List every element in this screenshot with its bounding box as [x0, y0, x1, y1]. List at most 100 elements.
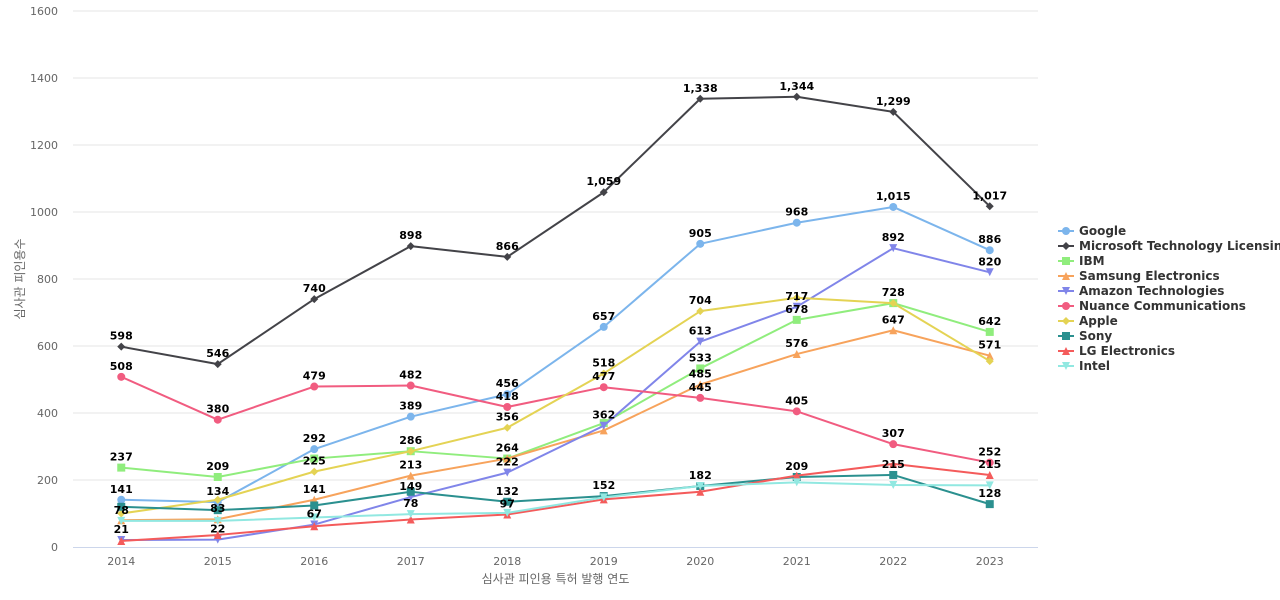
data-point[interactable] — [213, 415, 222, 424]
data-point[interactable] — [503, 390, 512, 399]
data-point[interactable] — [889, 481, 898, 490]
legend-item[interactable]: Sony — [1058, 329, 1112, 343]
data-point[interactable] — [117, 516, 126, 525]
legend-marker[interactable] — [1062, 302, 1070, 310]
legend-marker[interactable] — [1062, 242, 1070, 250]
data-point[interactable] — [889, 470, 898, 479]
legend-marker[interactable] — [1062, 362, 1070, 370]
series-line[interactable] — [120, 329, 991, 522]
data-point[interactable] — [792, 293, 801, 302]
data-point[interactable] — [406, 412, 415, 421]
data-point[interactable] — [406, 447, 415, 456]
data-point[interactable] — [503, 468, 512, 477]
data-point[interactable] — [117, 495, 126, 504]
data-point[interactable] — [213, 495, 222, 504]
data-point[interactable] — [310, 522, 319, 531]
data-point[interactable] — [985, 481, 994, 490]
data-point[interactable] — [696, 487, 705, 496]
legend-item[interactable]: IBM — [1058, 254, 1105, 268]
data-point[interactable] — [696, 393, 705, 402]
series-line[interactable] — [120, 95, 991, 366]
data-point[interactable] — [599, 421, 608, 430]
series-line[interactable] — [120, 481, 991, 522]
data-point[interactable] — [792, 92, 801, 101]
legend-marker[interactable] — [1062, 227, 1070, 235]
data-point[interactable] — [792, 471, 801, 480]
legend-item[interactable]: Amazon Technologies — [1058, 284, 1224, 298]
data-point[interactable] — [310, 382, 319, 391]
data-point[interactable] — [985, 357, 994, 366]
data-point[interactable] — [889, 459, 898, 468]
data-point[interactable] — [889, 440, 898, 449]
data-point[interactable] — [792, 315, 801, 324]
data-point[interactable] — [599, 369, 608, 378]
data-point[interactable] — [503, 497, 512, 506]
legend-item[interactable]: Google — [1058, 224, 1126, 238]
series-line[interactable] — [120, 205, 991, 504]
legend-item[interactable]: Samsung Electronics — [1058, 269, 1220, 283]
data-point[interactable] — [213, 472, 222, 481]
data-point[interactable] — [696, 239, 705, 248]
data-point[interactable] — [117, 342, 126, 351]
data-point[interactable] — [985, 246, 994, 255]
data-point[interactable] — [599, 426, 608, 435]
data-point[interactable] — [599, 383, 608, 392]
data-point[interactable] — [696, 364, 705, 373]
data-point[interactable] — [696, 380, 705, 389]
legend-marker[interactable] — [1062, 257, 1070, 265]
series-line[interactable] — [120, 247, 991, 541]
data-point[interactable] — [503, 252, 512, 261]
data-point[interactable] — [985, 351, 994, 360]
data-point[interactable] — [696, 482, 705, 491]
data-point[interactable] — [792, 478, 801, 487]
data-point[interactable] — [117, 372, 126, 381]
data-point[interactable] — [503, 508, 512, 517]
legend-marker[interactable] — [1062, 347, 1070, 355]
legend-item[interactable]: LG Electronics — [1058, 344, 1175, 358]
data-point[interactable] — [985, 327, 994, 336]
data-point[interactable] — [310, 454, 319, 463]
data-point[interactable] — [696, 307, 705, 316]
data-point[interactable] — [985, 268, 994, 277]
data-point[interactable] — [503, 402, 512, 411]
series-line[interactable] — [120, 375, 991, 464]
series-line[interactable] — [120, 462, 991, 542]
legend-marker[interactable] — [1062, 287, 1070, 295]
data-point[interactable] — [310, 467, 319, 476]
data-point[interactable] — [213, 360, 222, 369]
data-point[interactable] — [599, 493, 608, 502]
legend-item[interactable]: Nuance Communications — [1058, 299, 1246, 313]
data-point[interactable] — [792, 350, 801, 359]
data-point[interactable] — [792, 302, 801, 311]
data-point[interactable] — [213, 516, 222, 525]
data-point[interactable] — [503, 454, 512, 463]
legend-item[interactable]: Apple — [1058, 314, 1118, 328]
data-point[interactable] — [889, 326, 898, 335]
data-point[interactable] — [406, 471, 415, 480]
data-point[interactable] — [599, 322, 608, 331]
data-point[interactable] — [117, 536, 126, 545]
data-point[interactable] — [985, 470, 994, 479]
data-point[interactable] — [117, 509, 126, 518]
data-point[interactable] — [310, 501, 319, 510]
legend-marker[interactable] — [1062, 317, 1070, 325]
data-point[interactable] — [406, 242, 415, 251]
data-point[interactable] — [889, 244, 898, 253]
legend-marker[interactable] — [1062, 332, 1070, 340]
data-point[interactable] — [985, 202, 994, 211]
data-point[interactable] — [310, 445, 319, 454]
data-point[interactable] — [310, 513, 319, 522]
data-point[interactable] — [503, 423, 512, 432]
data-point[interactable] — [310, 295, 319, 304]
series-line[interactable] — [120, 302, 991, 478]
data-point[interactable] — [889, 299, 898, 308]
data-point[interactable] — [117, 502, 126, 511]
legend-item[interactable]: Intel — [1058, 359, 1110, 373]
data-point[interactable] — [406, 381, 415, 390]
data-point[interactable] — [889, 202, 898, 211]
data-point[interactable] — [696, 94, 705, 103]
data-point[interactable] — [985, 500, 994, 509]
data-point[interactable] — [792, 407, 801, 416]
data-point[interactable] — [599, 188, 608, 197]
legend-marker[interactable] — [1062, 272, 1070, 280]
